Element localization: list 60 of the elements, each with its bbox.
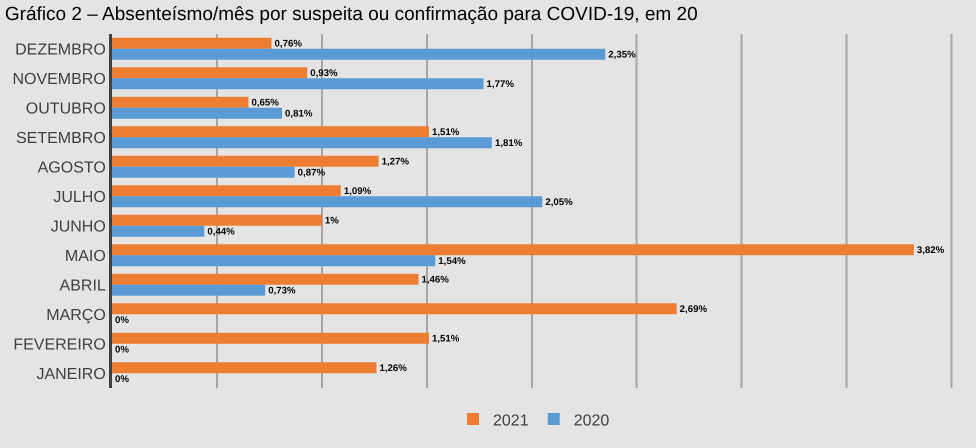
y-tick-label: NOVEMBRO <box>12 70 106 88</box>
bar <box>112 67 308 78</box>
data-label: 1,51% <box>432 127 460 138</box>
data-label: 1,51% <box>432 334 460 345</box>
legend-label: 2021 <box>493 412 529 430</box>
data-label: 0% <box>115 344 130 356</box>
data-label: 1,81% <box>494 138 523 150</box>
data-label: 0,44% <box>207 226 236 238</box>
data-label: 1,46% <box>421 274 450 286</box>
data-label: 0,76% <box>274 38 302 50</box>
y-tick-label: JULHO <box>53 188 106 206</box>
bar <box>112 185 341 196</box>
bar <box>112 48 606 60</box>
bar <box>112 137 492 148</box>
bar <box>112 96 248 108</box>
y-tick-label: AGOSTO <box>38 159 106 176</box>
bar <box>112 284 266 296</box>
bar <box>112 38 272 49</box>
data-label: 0,81% <box>285 108 313 120</box>
data-label: 1,09% <box>344 186 372 198</box>
data-label: 2,69% <box>680 304 708 316</box>
data-label: 1% <box>324 216 340 227</box>
data-label: 1,27% <box>382 156 410 168</box>
data-label: 1,77% <box>486 79 514 90</box>
bar <box>112 108 282 119</box>
data-label: 0% <box>115 374 130 386</box>
bar <box>112 332 429 344</box>
data-label: 1,26% <box>379 363 408 374</box>
chart-title: Gráfico 2 – Absenteísmo/mês por suspeita ou confirmação para COVID-19, em 20 <box>4 4 698 26</box>
data-label: 0,87% <box>298 168 326 179</box>
bar <box>112 255 436 266</box>
bar <box>112 214 322 226</box>
data-label: 0,93% <box>310 68 338 80</box>
bar <box>112 156 379 167</box>
data-label: 0% <box>115 315 130 326</box>
bar <box>112 126 429 138</box>
y-tick-label: OUTUBRO <box>26 100 106 118</box>
data-label: 0,65% <box>251 98 280 109</box>
data-label: 2,05% <box>545 197 574 208</box>
legend-label: 2020 <box>574 412 610 430</box>
bar <box>112 196 542 208</box>
bar <box>112 166 295 178</box>
y-tick-label: JANEIRO <box>36 366 106 383</box>
y-tick-label: FEVEREIRO <box>13 336 106 354</box>
bar <box>112 362 376 374</box>
bar <box>112 244 914 256</box>
y-tick-label: SETEMBRO <box>16 130 106 147</box>
bar <box>112 274 418 285</box>
y-tick-label: ABRIL <box>60 277 106 294</box>
data-label: 1,54% <box>438 256 466 268</box>
y-tick-label: MARÇO <box>46 306 106 324</box>
y-tick-label: MAIO <box>64 248 106 265</box>
y-tick-label: DEZEMBRO <box>15 41 106 58</box>
bar <box>112 303 677 314</box>
bar <box>112 226 204 237</box>
data-label: 0,73% <box>268 286 296 297</box>
data-label: 3,82% <box>916 245 945 256</box>
data-label: 2,35% <box>608 50 636 61</box>
y-tick-label: JUNHO <box>50 218 106 236</box>
bar <box>112 78 484 90</box>
